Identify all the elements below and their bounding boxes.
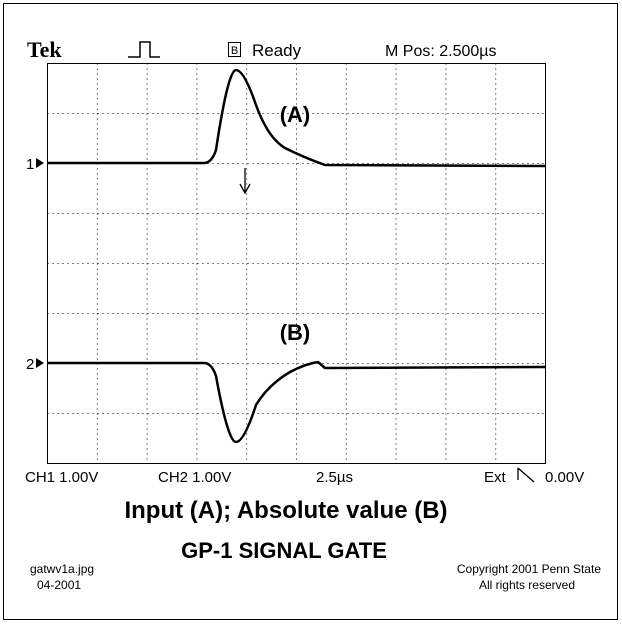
trace-b [47, 360, 546, 444]
channel-arrow [36, 358, 44, 368]
timebase: 2.5µs [316, 469, 353, 486]
trigger-level: 0.00V [545, 469, 584, 486]
ch2-readout: CH2 1.00V [158, 469, 231, 486]
channel-marker: 2 [26, 356, 34, 373]
channel-arrow [36, 158, 44, 168]
brand: Tek [27, 37, 62, 62]
ch1-readout: CH1 1.00V [25, 469, 98, 486]
frame [3, 3, 618, 620]
screen-border [47, 63, 546, 464]
position: M Pos: 2.500µs [385, 43, 497, 60]
caption-title: Input (A); Absolute value (B) [124, 497, 447, 524]
trace-a [47, 68, 546, 168]
graticule [47, 63, 546, 464]
status-box-letter: B [231, 45, 238, 57]
caption-subtitle: GP-1 SIGNAL GATE [181, 538, 387, 563]
date: 04-2001 [37, 578, 81, 592]
trace-label: (A) [280, 102, 311, 127]
copyright: Copyright 2001 Penn State [457, 562, 601, 576]
trigger-source: Ext [484, 469, 507, 486]
filename: gatwv1a.jpg [30, 562, 94, 576]
trace-label: (B) [280, 320, 311, 345]
channel-marker: 1 [26, 156, 34, 173]
trigger-icon [128, 41, 160, 58]
trigger-slope-icon [517, 467, 535, 483]
rights: All rights reserved [479, 578, 575, 592]
arrow [239, 168, 251, 195]
status-box [228, 42, 241, 57]
status: Ready [252, 41, 302, 60]
